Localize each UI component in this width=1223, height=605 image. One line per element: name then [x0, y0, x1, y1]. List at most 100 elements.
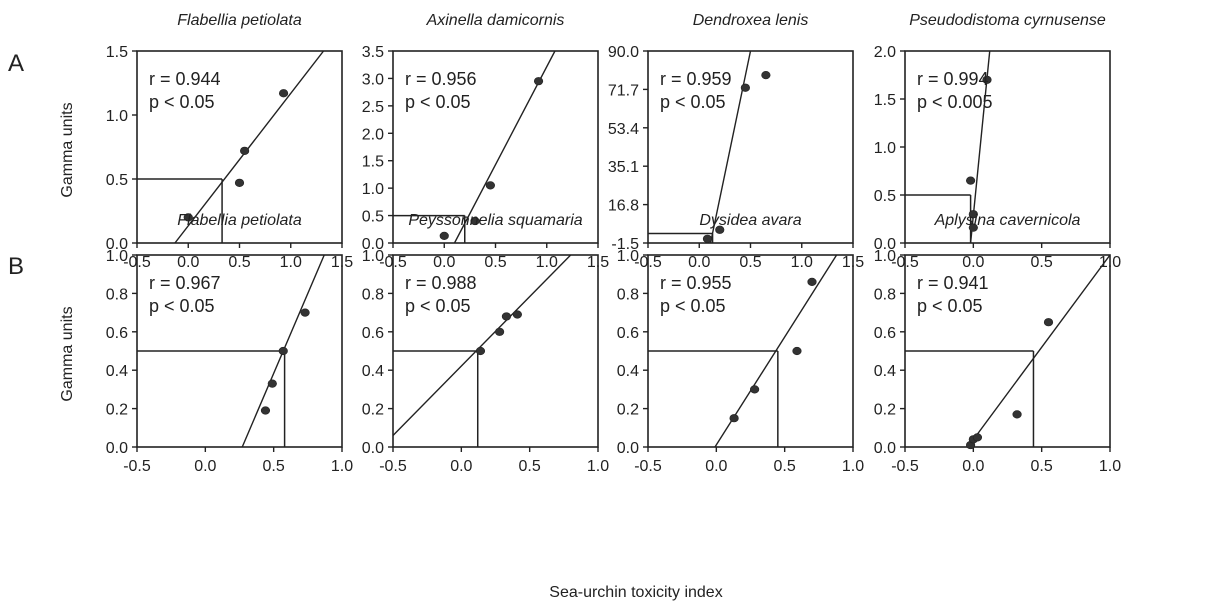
data-point [982, 75, 992, 84]
y-tick-label: 3.0 [362, 71, 384, 88]
r-value: r = 0.956 [405, 69, 477, 89]
data-point [729, 414, 739, 423]
y-tick-label: 0.0 [106, 236, 128, 253]
data-point [792, 346, 802, 356]
y-tick-label: 53.4 [608, 121, 639, 138]
data-point [278, 346, 288, 356]
y-tick-label: 0.4 [362, 363, 384, 380]
data-point [807, 277, 817, 286]
y-tick-label: 0.8 [106, 286, 128, 303]
y-tick-label: 0.5 [106, 172, 128, 189]
y-tick-label: 0.2 [617, 402, 639, 419]
data-point [715, 225, 725, 234]
panel-8: Aplysina cavernicola-0.5 0.0 0.5 1.00.00.20… [874, 212, 1121, 475]
y-tick-label: 16.8 [608, 198, 639, 215]
y-tick-label: 0.0 [874, 440, 896, 457]
y-tick-label: 0.4 [106, 363, 128, 380]
r-value: r = 0.994 [917, 69, 989, 89]
data-point [740, 83, 750, 92]
panel-1: Flabellia petiolata-0.5 0.0 0.5 1.0 1.50.00.… [106, 12, 353, 271]
panel-title: Flabellia petiolata [177, 212, 302, 229]
y-tick-label: 0.5 [874, 188, 896, 205]
x-tick-label: 0.5 [484, 254, 506, 271]
x-tick-label: 0.0 [962, 254, 984, 271]
y-tick-label: 1.0 [874, 140, 896, 157]
panel-title: Axinella damicornis [426, 12, 565, 29]
y-tick-label: 0.6 [617, 325, 639, 342]
data-point [965, 176, 976, 185]
data-point [475, 346, 486, 356]
y-tick-label: 0.6 [362, 325, 384, 342]
y-tick-label: 0.6 [106, 325, 128, 342]
p-value: p < 0.005 [917, 92, 993, 112]
y-tick-label: 0.2 [362, 402, 384, 419]
data-point [485, 181, 495, 190]
data-point [512, 310, 522, 319]
y-tick-label: 1.0 [106, 108, 128, 125]
regression-line [174, 51, 325, 243]
panel-title: Pseudodistoma cyrnusense [909, 12, 1106, 29]
x-tick-label: 1.0 [536, 254, 558, 271]
x-tick-label: 0.5 [263, 458, 285, 475]
p-value: p < 0.05 [660, 92, 726, 112]
x-tick-label: 1.0 [791, 254, 813, 271]
y-tick-label: 0.2 [874, 402, 896, 419]
y-tick-label: 3.5 [362, 44, 384, 61]
data-point [234, 178, 245, 187]
panel-title: Aplysina cavernicola [934, 212, 1081, 229]
x-tick-label: 0.5 [519, 458, 541, 475]
data-point [968, 223, 978, 232]
x-tick-label: 1.0 [280, 254, 302, 271]
panel-6: Peyssonnelia squamaria-0.5 0.0 0.5 1.00.00.… [362, 212, 609, 475]
y-tick-label: 1.0 [362, 248, 384, 265]
y-tick-label: 2.0 [362, 126, 384, 143]
x-tick-label: 1.0 [1099, 458, 1121, 475]
x-tick-label: -0.5 [891, 458, 919, 475]
x-tick-label: 0.0 [450, 458, 472, 475]
data-point [968, 210, 978, 219]
y-axis-label-row-b: Gamma units [59, 306, 76, 401]
regression-line [967, 255, 1110, 447]
x-tick-label: 0.5 [228, 254, 250, 271]
data-point [495, 327, 505, 336]
x-tick-label: 0.5 [739, 254, 761, 271]
y-axis-label-row-a: Gamma units [59, 102, 76, 197]
x-tick-label: 0.5 [1031, 254, 1053, 271]
p-value: p < 0.05 [660, 296, 726, 316]
y-tick-label: 2.0 [874, 44, 896, 61]
data-point [501, 312, 512, 321]
y-tick-label: 0.4 [617, 363, 639, 380]
x-tick-label: 0.0 [194, 458, 216, 475]
data-point [470, 216, 480, 226]
y-tick-label: 0.0 [874, 236, 896, 253]
y-tick-label: 0.8 [874, 286, 896, 303]
row-label-a: A [8, 50, 24, 77]
x-tick-label: 0.0 [688, 254, 710, 271]
x-tick-label: 0.5 [1031, 458, 1053, 475]
data-point [300, 308, 310, 317]
y-tick-label: 1.5 [106, 44, 128, 61]
p-value: p < 0.05 [149, 296, 215, 316]
y-tick-label: 0.0 [362, 440, 384, 457]
data-point [702, 234, 713, 243]
y-tick-label: 1.0 [874, 248, 896, 265]
y-tick-label: 0.4 [874, 363, 896, 380]
y-tick-label: 1.0 [106, 248, 128, 265]
panel-2: Axinella damicornis-0.5 0.0 0.5 1.0 1.50.00.… [362, 12, 609, 271]
x-tick-label: 0.0 [962, 458, 984, 475]
p-value: p < 0.05 [149, 92, 215, 112]
p-value: p < 0.05 [917, 296, 983, 316]
y-tick-label: 0.0 [362, 236, 384, 253]
panels: Flabellia petiolata-0.5 0.0 0.5 1.0 1.50.00.… [106, 12, 1121, 475]
x-tick-label: 0.0 [177, 254, 199, 271]
y-tick-label: 0.8 [617, 286, 639, 303]
y-tick-label: 2.5 [362, 99, 384, 116]
y-tick-label: 1.0 [362, 181, 384, 198]
x-tick-label: 0.0 [705, 458, 727, 475]
y-tick-label: 1.5 [874, 92, 896, 109]
y-tick-label: -1.5 [611, 236, 639, 253]
x-tick-label: 0.5 [774, 458, 796, 475]
y-tick-label: 35.1 [608, 159, 639, 176]
y-tick-label: 71.7 [608, 82, 639, 99]
